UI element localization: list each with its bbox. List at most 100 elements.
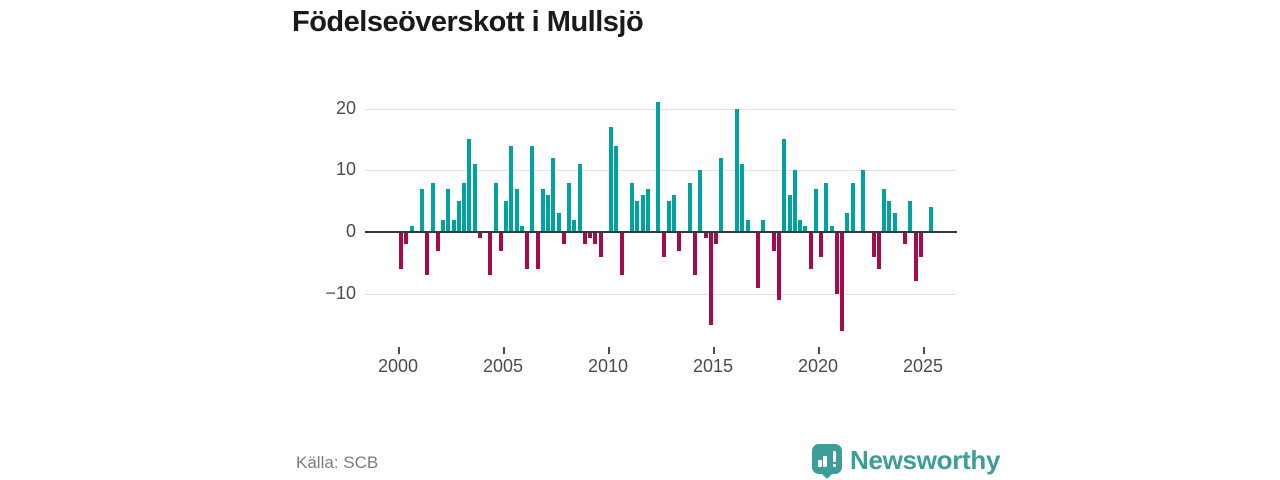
bar-2024q4 [918,232,923,257]
bar-2019q3 [808,232,813,270]
bar-2009q3 [598,232,603,257]
x-axis-tick-2015 [713,347,715,354]
bar-2003q3 [472,164,477,232]
bar-2007q4 [561,232,566,245]
bar-2024q3 [913,232,918,282]
bar-2011q4 [645,188,650,232]
bar-2006q3 [535,232,540,270]
bar-2005q4 [519,225,524,232]
y-axis-label-20: 20 [335,97,356,118]
bar-2013q4 [687,182,692,232]
bar-2006q1 [525,232,529,270]
source-text: Källa: SCB [296,453,379,472]
bar-2015q2 [719,157,724,232]
bar-2011q1 [630,182,634,232]
bar-2020q2 [824,182,829,232]
bar-2008q4 [582,232,587,245]
bar-chart-glyph [818,451,836,467]
bar-2014q4 [708,232,713,325]
bar-2022q4 [876,232,881,270]
bar-2024q2 [908,201,913,232]
bar-2001q3 [430,182,435,232]
x-axis-label-2015: 2015 [692,356,734,376]
gridline-y-10 [365,293,957,295]
x-axis-tick-2025 [923,347,925,354]
bar-2001q4 [435,232,440,251]
chart-title: Födelseöverskott i Mullsjö [292,6,644,38]
bar-2008q1 [567,182,571,232]
bar-2024q1 [903,232,907,245]
bar-2008q2 [572,219,577,232]
bar-2002q4 [456,201,461,232]
bar-2003q2 [467,139,472,232]
bar-2000q2 [404,232,409,245]
zero-axis-line [365,231,957,233]
bar-2015q1 [714,232,718,245]
bar-2017q4 [771,232,776,251]
x-axis-label-2025: 2025 [902,356,944,376]
bar-2002q3 [451,219,456,232]
bar-2022q1 [861,170,865,232]
x-axis-label-2020: 2020 [797,356,839,376]
bar-2021q3 [850,182,855,232]
x-axis-tick-2000 [398,347,400,354]
bar-2002q2 [446,188,451,232]
bar-2005q1 [504,201,508,232]
bar-2018q2 [782,139,787,232]
gridline-y20 [365,108,957,110]
gridline-y10 [365,170,957,172]
bar-2012q3 [661,232,666,257]
bar-2018q4 [792,170,797,232]
bar-2000q1 [399,232,403,270]
bar-2012q2 [656,102,661,232]
badge-tail [819,464,835,480]
bar-2010q3 [619,232,624,276]
newsworthy-icon [812,444,842,480]
bar-2008q3 [577,164,582,232]
bar-2022q3 [871,232,876,257]
bar-2018q1 [777,232,781,300]
bar-2006q2 [530,145,535,232]
bar-2009q1 [588,232,592,239]
bar-2004q2 [488,232,493,276]
bar-2018q3 [787,194,792,232]
x-axis-tick-2005 [503,347,505,354]
bar-2003q1 [462,182,466,232]
bar-2009q2 [593,232,598,245]
x-axis-label-2000: 2000 [377,356,419,376]
newsworthy-wordmark: Newsworthy [850,445,1001,475]
bar-2001q1 [420,188,424,232]
bar-2014q1 [693,232,697,276]
x-axis-label-2010: 2010 [587,356,629,376]
bar-2016q3 [745,219,750,232]
bar-2003q4 [477,232,482,239]
y-axis-label-0: 0 [345,221,356,241]
bar-2007q1 [546,194,550,232]
bar-2020q4 [834,232,839,294]
bar-2002q1 [441,219,445,232]
bar-2011q2 [635,201,640,232]
bar-2019q2 [803,225,808,232]
bar-2023q1 [882,188,886,232]
bar-2000q3 [409,225,414,232]
bar-2019q4 [813,188,818,232]
bar-2020q3 [829,225,834,232]
bar-2014q2 [698,170,703,232]
bar-2005q2 [509,145,514,232]
bar-2020q1 [819,232,823,257]
bar-2007q3 [556,213,561,232]
bar-2014q3 [703,232,708,239]
bar-2021q2 [845,213,850,232]
bar-2023q2 [887,201,892,232]
bar-2007q2 [551,157,556,232]
y-axis-label--10: −10 [325,282,356,303]
bar-2016q2 [740,164,745,232]
bar-2019q1 [798,219,802,232]
bar-2004q3 [493,182,498,232]
bar-2025q2 [929,207,934,232]
bar-2017q2 [761,219,766,232]
bar-2005q3 [514,188,519,232]
bar-2010q2 [614,145,619,232]
x-axis-label-2005: 2005 [482,356,524,376]
bar-2021q1 [840,232,844,331]
